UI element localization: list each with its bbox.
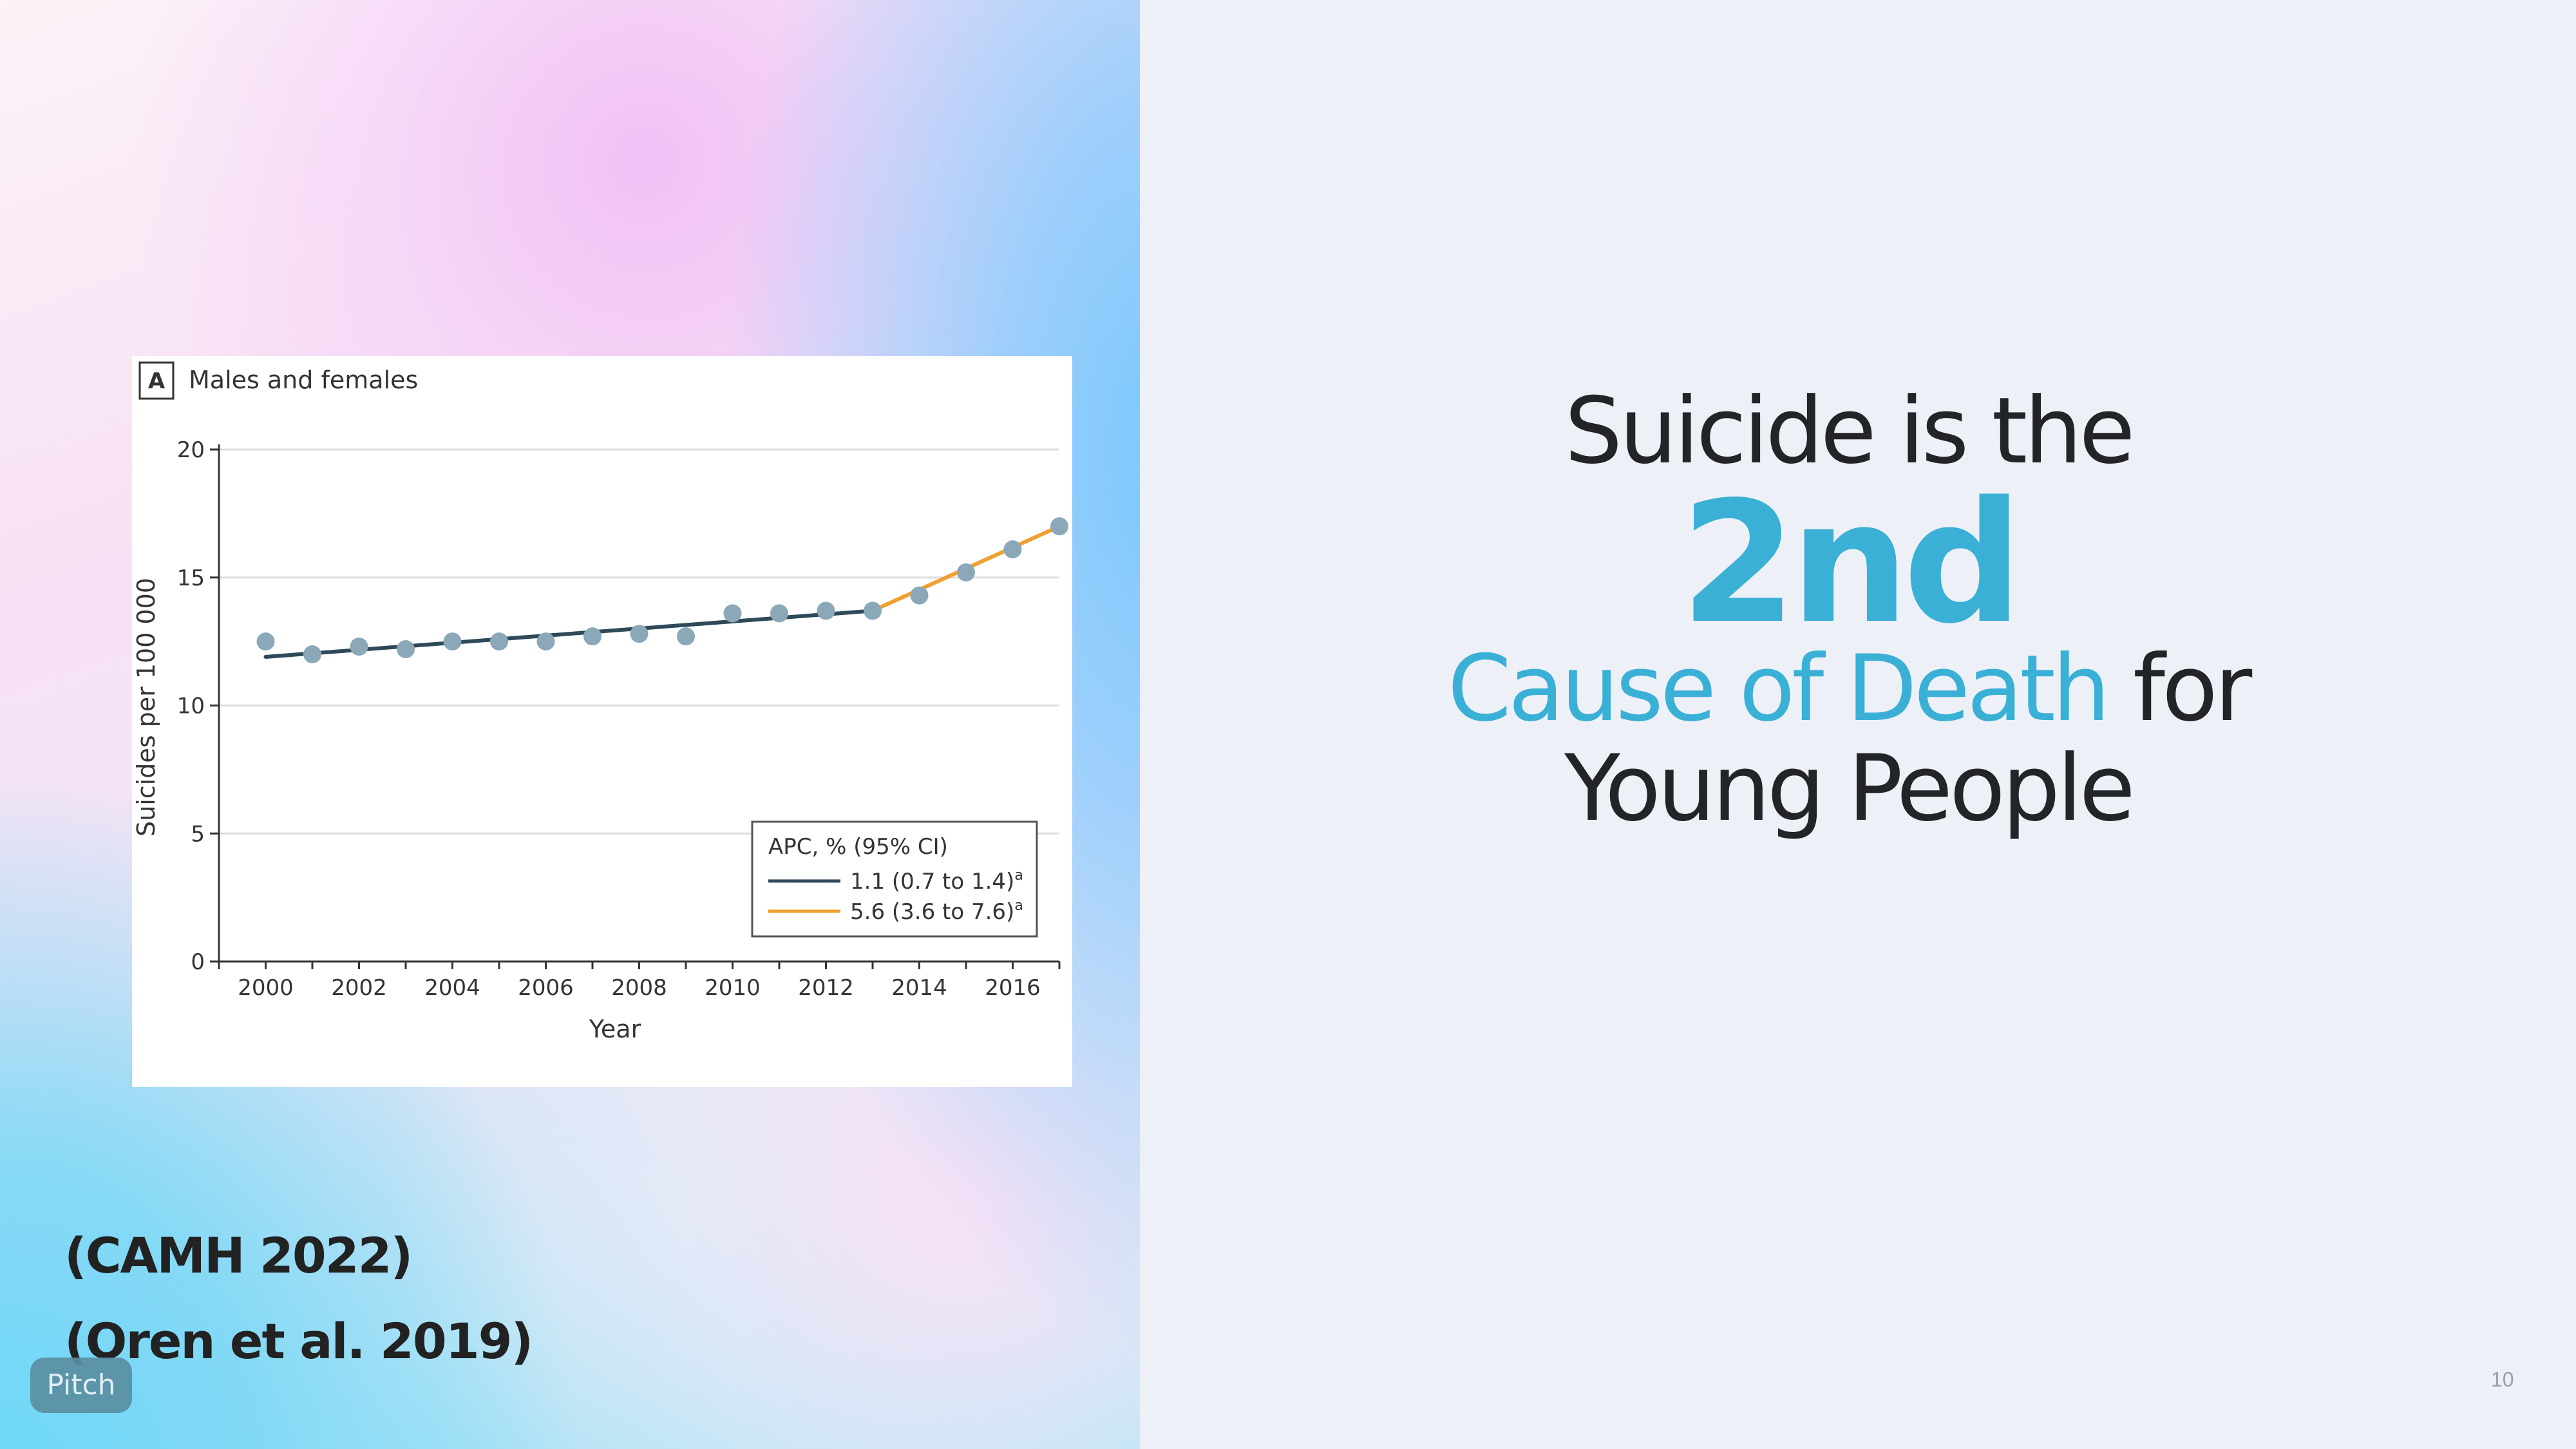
trend-lines: [263, 524, 1061, 659]
y-tick-label-0: 0: [191, 949, 205, 975]
y-axis-label: Suicides per 100 000: [132, 578, 160, 837]
x-tick-label-2016: 2016: [985, 975, 1041, 1001]
legend-title: APC, % (95% CI): [768, 834, 948, 860]
x-tick-label-2010: 2010: [705, 975, 761, 1001]
data-point-2013: [864, 601, 882, 620]
gradient-panel: A Males and females 0 5 10 15 20 2000 2002 200…: [0, 0, 1140, 1449]
legend-label-trend-1: 1.1 (0.7 to 1.4)a: [850, 867, 1023, 895]
pitch-branding-button[interactable]: Pitch: [30, 1358, 132, 1413]
chart-legend: APC, % (95% CI) 1.1 (0.7 to 1.4)a 5.6 (3…: [751, 820, 1038, 938]
data-point-2003: [397, 640, 415, 659]
data-point-2016: [1003, 540, 1022, 559]
x-tick-label-2000: 2000: [238, 975, 294, 1001]
data-point-2005: [490, 632, 508, 651]
x-axis-label: Year: [589, 1015, 641, 1043]
data-point-2017: [1050, 517, 1068, 536]
y-tick-label-10: 10: [177, 694, 205, 719]
x-tick-label-2004: 2004: [424, 975, 480, 1001]
y-tick-label-20: 20: [177, 437, 205, 463]
headline-line-1: Suicide is the: [1564, 378, 2135, 484]
citation-oren: (Oren et al. 2019): [64, 1312, 533, 1370]
chart-title: Males and females: [189, 366, 418, 394]
x-tick-label-2012: 2012: [798, 975, 854, 1001]
x-tick-label-2014: 2014: [891, 975, 947, 1001]
legend-box: [751, 820, 1038, 938]
chart-card: A Males and females 0 5 10 15 20 2000 2002 200…: [132, 356, 1072, 1087]
data-point-2002: [350, 638, 368, 656]
panel-letter: A: [148, 368, 166, 394]
x-tick-label-2008: 2008: [611, 975, 667, 1001]
x-tick-label-2006: 2006: [518, 975, 574, 1001]
data-points: [256, 517, 1068, 663]
data-point-2000: [256, 632, 275, 651]
data-point-2014: [910, 586, 929, 605]
headline-cause: Cause of Death: [1447, 636, 2110, 742]
data-point-2008: [630, 625, 649, 643]
data-point-2004: [443, 632, 462, 651]
citation-camh: (CAMH 2022): [64, 1227, 413, 1284]
headline-for: for: [2107, 636, 2252, 742]
data-point-2011: [770, 604, 788, 623]
legend-label-trend-2: 5.6 (3.6 to 7.6)a: [850, 898, 1023, 925]
page-number: 10: [2491, 1368, 2514, 1391]
data-point-2010: [723, 604, 742, 623]
data-point-2009: [677, 627, 695, 646]
data-point-2001: [303, 645, 321, 663]
data-point-2012: [817, 601, 835, 620]
y-tick-labels: 0 5 10 15 20: [177, 437, 205, 975]
panel-letter-box: [138, 361, 175, 400]
axes: [210, 444, 1061, 969]
data-point-2007: [583, 627, 601, 646]
x-tick-label-2002: 2002: [331, 975, 387, 1001]
y-tick-label-5: 5: [191, 821, 205, 847]
data-point-2015: [957, 563, 975, 582]
y-tick-label-15: 15: [177, 565, 205, 591]
x-tick-labels: 2000 2002 2004 2006 2008 2010 2012 2014 2016: [238, 975, 1041, 1001]
headline-rank: 2nd: [1680, 466, 2023, 661]
headline-line-3: Cause of Death for: [1320, 638, 2376, 741]
headline: Suicide is the 2nd Cause of Death for Yo…: [1320, 374, 2376, 837]
headline-line-4: Young People: [1564, 735, 2136, 842]
data-point-2006: [536, 632, 555, 651]
